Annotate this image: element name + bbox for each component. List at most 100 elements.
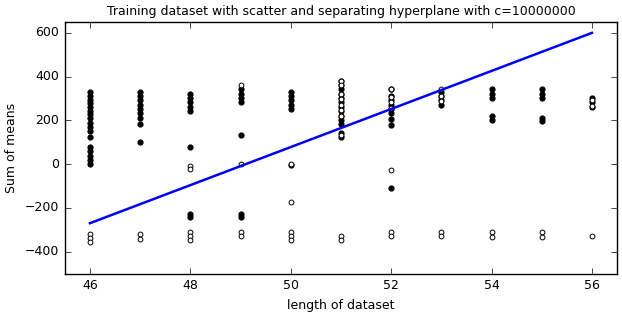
Point — [386, 186, 396, 191]
Point — [185, 109, 195, 114]
Point — [185, 144, 195, 149]
Point — [537, 87, 547, 92]
Point — [437, 102, 447, 107]
Point — [336, 117, 346, 122]
Point — [437, 229, 447, 234]
Point — [336, 95, 346, 100]
Point — [285, 107, 295, 112]
Point — [135, 111, 145, 116]
Point — [185, 100, 195, 105]
Point — [386, 93, 396, 98]
Point — [185, 215, 195, 220]
Point — [537, 119, 547, 124]
Point — [437, 233, 447, 238]
Point — [437, 93, 447, 98]
Point — [85, 240, 95, 245]
Point — [85, 94, 95, 99]
Point — [386, 168, 396, 173]
Point — [85, 129, 95, 134]
Point — [336, 238, 346, 243]
Point — [386, 98, 396, 103]
Point — [336, 113, 346, 118]
Point — [135, 98, 145, 103]
Point — [185, 95, 195, 100]
Point — [336, 82, 346, 87]
Point — [85, 149, 95, 154]
Point — [135, 107, 145, 112]
Point — [236, 132, 246, 137]
Point — [285, 102, 295, 107]
Point — [236, 82, 246, 87]
Point — [135, 121, 145, 126]
Point — [236, 100, 246, 105]
Point — [185, 238, 195, 243]
Point — [486, 87, 496, 92]
Point — [336, 91, 346, 96]
Point — [285, 238, 295, 243]
Title: Training dataset with scatter and separating hyperplane with c=10000000: Training dataset with scatter and separa… — [106, 5, 575, 18]
Point — [85, 231, 95, 236]
Point — [537, 235, 547, 240]
Point — [336, 113, 346, 118]
Point — [587, 103, 597, 108]
Point — [386, 87, 396, 92]
Point — [85, 134, 95, 139]
Point — [236, 91, 246, 96]
Point — [85, 162, 95, 167]
Point — [135, 231, 145, 236]
Point — [236, 233, 246, 238]
Point — [135, 102, 145, 107]
Point — [386, 87, 396, 92]
Point — [486, 95, 496, 100]
Point — [236, 87, 246, 92]
Point — [437, 89, 447, 94]
Point — [85, 97, 95, 102]
Y-axis label: Sum of means: Sum of means — [5, 103, 18, 193]
Point — [236, 95, 246, 100]
Point — [537, 229, 547, 234]
Point — [285, 98, 295, 103]
Point — [336, 102, 346, 107]
Point — [386, 116, 396, 121]
Point — [587, 95, 597, 100]
Point — [135, 236, 145, 242]
Point — [336, 133, 346, 138]
Point — [386, 94, 396, 100]
Point — [285, 163, 295, 168]
Point — [185, 104, 195, 109]
Point — [285, 161, 295, 166]
Point — [336, 107, 346, 113]
Point — [85, 104, 95, 109]
Point — [336, 122, 346, 127]
Point — [135, 115, 145, 120]
Point — [85, 89, 95, 94]
Point — [85, 116, 95, 121]
Point — [336, 78, 346, 83]
Point — [185, 229, 195, 234]
Point — [85, 101, 95, 106]
Point — [486, 91, 496, 96]
Point — [135, 139, 145, 144]
Point — [587, 104, 597, 109]
Point — [336, 109, 346, 114]
Point — [336, 131, 346, 136]
Point — [336, 78, 346, 83]
Point — [336, 87, 346, 92]
X-axis label: length of dataset: length of dataset — [287, 299, 395, 312]
Point — [85, 120, 95, 125]
Point — [285, 233, 295, 238]
Point — [85, 236, 95, 241]
Point — [185, 233, 195, 238]
Point — [135, 93, 145, 98]
Point — [336, 97, 346, 102]
Point — [386, 233, 396, 238]
Point — [537, 115, 547, 120]
Point — [236, 161, 246, 166]
Point — [336, 100, 346, 105]
Point — [236, 211, 246, 217]
Point — [486, 117, 496, 122]
Point — [85, 108, 95, 113]
Point — [386, 100, 396, 105]
Point — [437, 99, 447, 104]
Point — [85, 158, 95, 163]
